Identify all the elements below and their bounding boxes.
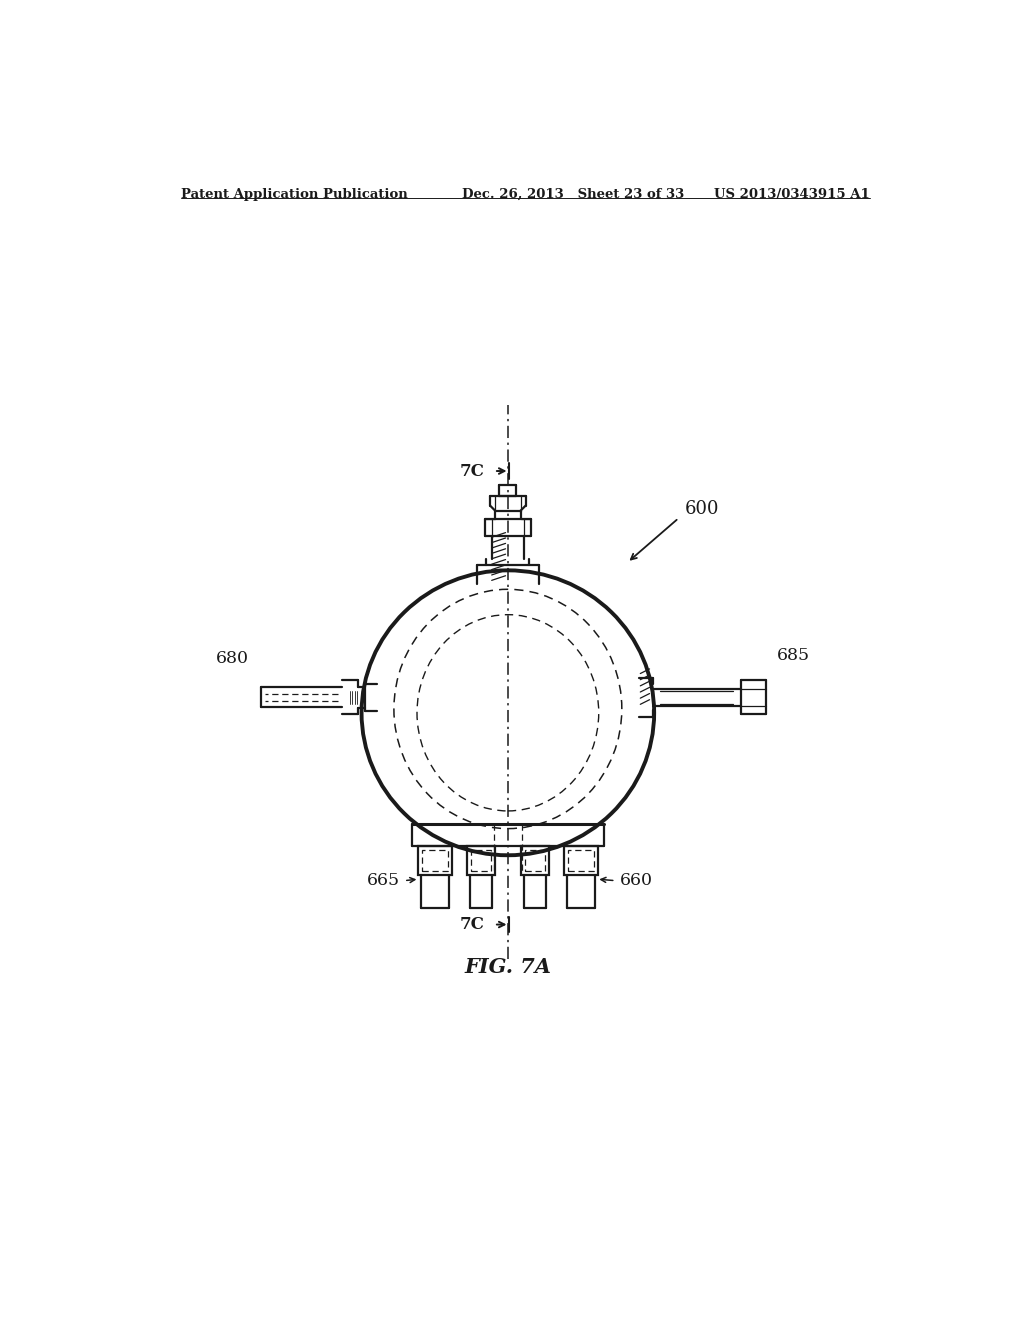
Bar	[521, 846, 549, 875]
Text: 7C: 7C	[460, 462, 484, 479]
Bar	[467, 846, 495, 875]
Bar	[564, 846, 598, 875]
Text: 600: 600	[685, 500, 720, 517]
Text: 7C: 7C	[460, 916, 484, 933]
Bar	[471, 850, 490, 871]
Bar	[568, 850, 594, 871]
Text: Patent Application Publication: Patent Application Publication	[180, 187, 408, 201]
Text: Dec. 26, 2013   Sheet 23 of 33: Dec. 26, 2013 Sheet 23 of 33	[462, 187, 684, 201]
Bar	[422, 850, 447, 871]
Text: FIG. 7A: FIG. 7A	[464, 957, 551, 977]
Text: US 2013/0343915 A1: US 2013/0343915 A1	[714, 187, 869, 201]
Text: 660: 660	[620, 873, 652, 890]
Text: 680: 680	[216, 651, 249, 668]
Text: 685: 685	[777, 647, 810, 664]
Text: 665: 665	[367, 873, 400, 890]
Bar	[418, 846, 452, 875]
Bar	[524, 850, 545, 871]
